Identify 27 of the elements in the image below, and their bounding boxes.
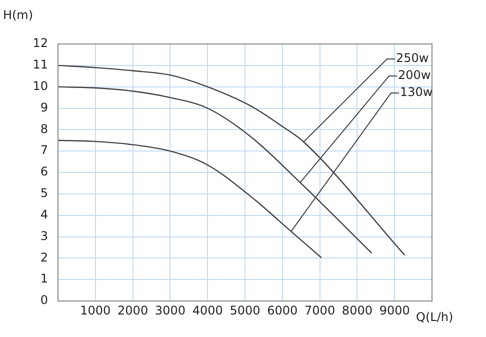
text: 200w [398,68,431,82]
x-tick-label: 2000 [118,303,148,318]
y-tick-label: 4 [40,207,48,222]
text: 130w [400,85,433,100]
x-tick-label: 8000 [342,303,372,318]
y-tick-label: 11 [32,58,48,72]
x-tick-label: 1000 [80,303,111,318]
y-tick-label: 7 [40,143,48,158]
x-tick-label: 4000 [192,303,223,318]
y-tick-label: 5 [40,186,48,200]
y-tick-label: 2 [40,250,48,264]
x-tick-label: 3000 [154,303,186,318]
y-tick-label: 12 [32,36,48,50]
y-tick-label: 10 [32,78,48,93]
y-tick-label: 9 [40,100,48,114]
text: 250w [396,51,429,66]
x-tick-label: 5000 [230,303,260,318]
y-tick-label: 1 [40,272,48,286]
x-tick-label: 9000 [379,303,410,318]
y-tick-label: 3 [40,228,48,243]
y-axis-title: H(m) [2,8,34,22]
x-tick-label: 7000 [304,303,336,318]
y-tick-label: 0 [40,293,48,308]
x-axis-title: Q(L/h) [416,310,454,324]
x-tick-label: 6000 [267,303,298,318]
y-tick-label: 8 [40,122,48,136]
y-tick-label: 6 [40,164,48,179]
